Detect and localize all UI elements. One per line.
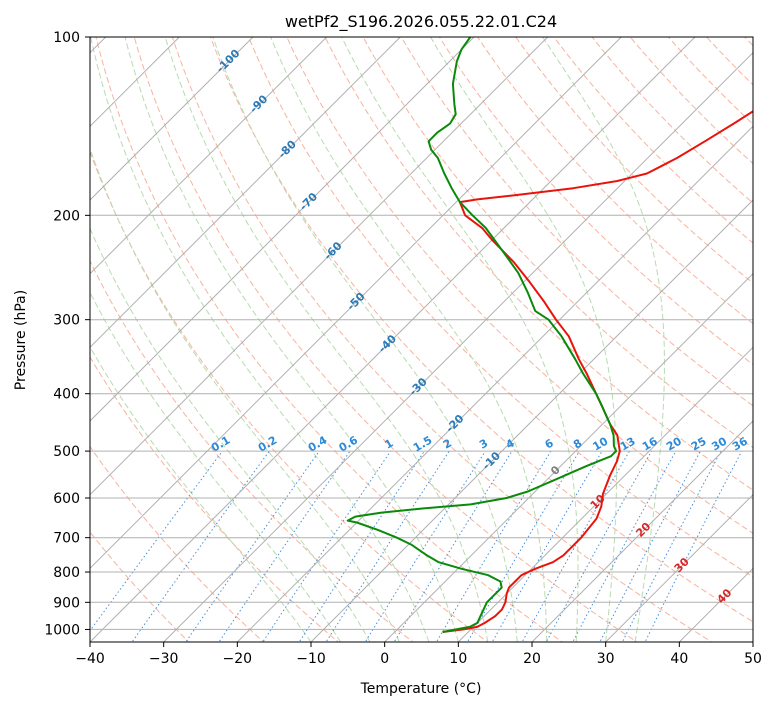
mixing-ratio-labels: 0.1 0.2 0.4 0.6 1 1.5 2 3 4 6 8 10 13 16 20 25 30 36 <box>209 433 750 454</box>
isotherm-line <box>236 125 753 642</box>
dry-adiabat-line <box>90 150 489 642</box>
mixing-ratio-line <box>90 450 223 632</box>
mixing-ratio-line <box>325 450 450 642</box>
y-tick-label: 200 <box>53 208 80 224</box>
dry-adiabat-line <box>209 37 753 623</box>
dry-adiabat-line <box>286 37 753 534</box>
x-tick-label: 50 <box>744 651 762 667</box>
x-tick-label: 30 <box>597 651 615 667</box>
sounding-profiles <box>346 37 753 633</box>
moist-adiabat-line <box>542 37 665 642</box>
mixing-ratio-line <box>364 450 486 642</box>
moist-adiabat-line <box>90 37 430 642</box>
moist-adiabat-line <box>124 37 459 642</box>
mixing-ratio-line <box>466 450 580 642</box>
mixing-ratio-line <box>572 450 677 642</box>
mixing-ratio-line <box>393 450 513 642</box>
isotherm-line <box>384 272 753 642</box>
mixing-ratio-line <box>599 450 701 642</box>
y-tick-label: 800 <box>53 565 80 581</box>
dry-adiabat-line <box>90 356 340 642</box>
isotherm-line <box>90 37 401 349</box>
moist-adiabats <box>90 37 665 642</box>
mixing-ratio-line <box>218 450 351 642</box>
mixing-ratio-line <box>644 450 743 642</box>
dry-adiabat-line <box>90 445 265 642</box>
mixing-ratio-line <box>298 450 425 642</box>
moist-adiabat-line <box>90 227 371 642</box>
moist-adiabat-line <box>164 37 489 642</box>
isotherm-line <box>90 37 254 201</box>
dry-adiabat-line <box>438 37 753 366</box>
dry-adiabat-line <box>705 37 753 86</box>
mixing-ratio-lines <box>90 450 743 642</box>
dry-adiabat-line <box>90 259 414 642</box>
skewed-isotherms <box>90 37 753 642</box>
x-tick-label: 40 <box>670 651 688 667</box>
mixing-ratio-line <box>131 450 270 642</box>
y-tick-label: 400 <box>53 387 80 403</box>
y-axis-title: Pressure (hPa) <box>13 290 29 390</box>
x-tick-label: −30 <box>149 651 179 667</box>
y-tick-label: 500 <box>53 444 80 460</box>
y-axis-ticks: 100 200 300 400 500 600 700 800 900 1000 <box>44 30 90 638</box>
x-tick-label: 10 <box>449 651 467 667</box>
mixing-ratio-line <box>621 450 722 642</box>
chart-title: wetPf2_S196.2026.055.22.01.C24 <box>285 12 557 32</box>
x-tick-label: −40 <box>75 651 105 667</box>
dry-adiabat-line <box>629 37 753 165</box>
mixing-ratio-label: 2 <box>441 437 454 452</box>
moist-adiabat-line <box>90 147 400 642</box>
mixing-ratio-line <box>185 450 320 642</box>
dry-adiabat-line <box>324 37 753 491</box>
isotherm-line <box>90 37 328 275</box>
moist-adiabat-line <box>270 37 548 642</box>
y-tick-label: 900 <box>53 595 80 611</box>
dry-adiabat-line <box>667 37 753 125</box>
y-tick-label: 700 <box>53 531 80 547</box>
dry-adiabat-line <box>770 24 775 645</box>
x-axis-ticks: −40 −30 −20 −10 0 10 20 30 40 50 <box>75 642 762 667</box>
plot-frame <box>89 36 754 643</box>
moist-adiabat-line <box>212 37 518 642</box>
pressure-gridlines <box>90 37 753 630</box>
dry-adiabat-line <box>400 37 753 407</box>
y-tick-label: 300 <box>53 313 80 329</box>
isotherm-line <box>90 37 475 422</box>
isotherm-line <box>310 199 753 642</box>
mixing-ratio-label: 3 <box>477 437 490 452</box>
dry-adiabat-line <box>744 37 753 47</box>
isotherm-line <box>457 346 753 642</box>
x-tick-label: −20 <box>223 651 253 667</box>
isotherm-line <box>605 493 753 642</box>
isotherm-line <box>531 420 753 642</box>
isotherm-line <box>752 641 753 642</box>
dry-adiabat-line <box>248 37 753 578</box>
y-tick-label: 100 <box>53 30 80 46</box>
temperature-profile-line <box>442 110 753 633</box>
y-tick-label: 600 <box>53 491 80 507</box>
x-tick-label: 20 <box>523 651 541 667</box>
isotherm-line <box>163 51 753 642</box>
dewpoint-profile-line <box>346 37 618 633</box>
moist-adiabat-line <box>90 345 312 642</box>
moist-adiabat-line <box>90 291 341 642</box>
moist-adiabat-line <box>430 37 617 642</box>
y-tick-label: 1000 <box>44 622 80 638</box>
dry-adiabat-line <box>362 37 753 449</box>
isotherm-line <box>90 37 622 570</box>
dry-adiabat-line <box>515 37 753 284</box>
x-tick-label: 0 <box>380 651 389 667</box>
isotherm-line <box>90 37 696 642</box>
moist-adiabat-line <box>341 37 579 642</box>
x-tick-label: −10 <box>296 651 326 667</box>
isotherm-line <box>90 37 549 496</box>
x-axis-title: Temperature (°C) <box>360 681 482 697</box>
mixing-ratio-line <box>262 450 392 642</box>
mixing-ratio-label: 6 <box>543 436 556 451</box>
